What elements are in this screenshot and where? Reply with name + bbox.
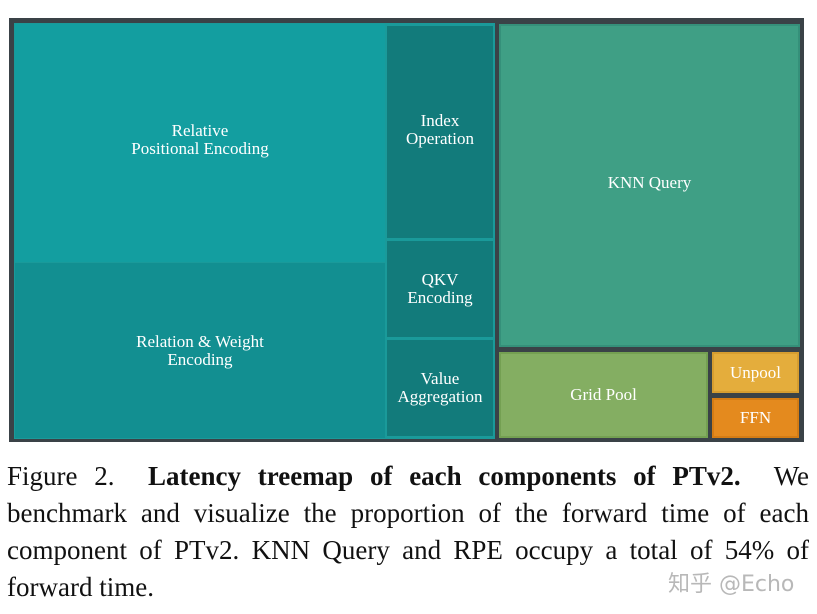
watermark: 知乎 @Echo bbox=[668, 572, 795, 597]
treemap-cell-grid-pool: Grid Pool bbox=[499, 352, 708, 438]
treemap-cell-value-aggregation: Value Aggregation bbox=[387, 340, 493, 436]
treemap-cell-relative-positional-encoding: Relative Positional Encoding bbox=[15, 24, 385, 262]
treemap-cell-relation-weight-encoding: Relation & Weight Encoding bbox=[15, 263, 385, 438]
treemap-cell-unpool: Unpool bbox=[712, 352, 799, 393]
caption-body: We benchmark and visualize the proportio… bbox=[7, 461, 809, 602]
figure-caption: Figure 2. Latency treemap of each compon… bbox=[7, 458, 809, 606]
treemap-cell-qkv-encoding: QKV Encoding bbox=[387, 241, 493, 337]
caption-title: Latency treemap of each components of PT… bbox=[148, 461, 741, 491]
treemap-cell-knn-query: KNN Query bbox=[499, 24, 800, 347]
treemap-cell-index-operation: Index Operation bbox=[387, 26, 493, 238]
treemap-cell-ffn: FFN bbox=[712, 398, 799, 438]
caption-prefix: Figure 2. bbox=[7, 461, 115, 491]
